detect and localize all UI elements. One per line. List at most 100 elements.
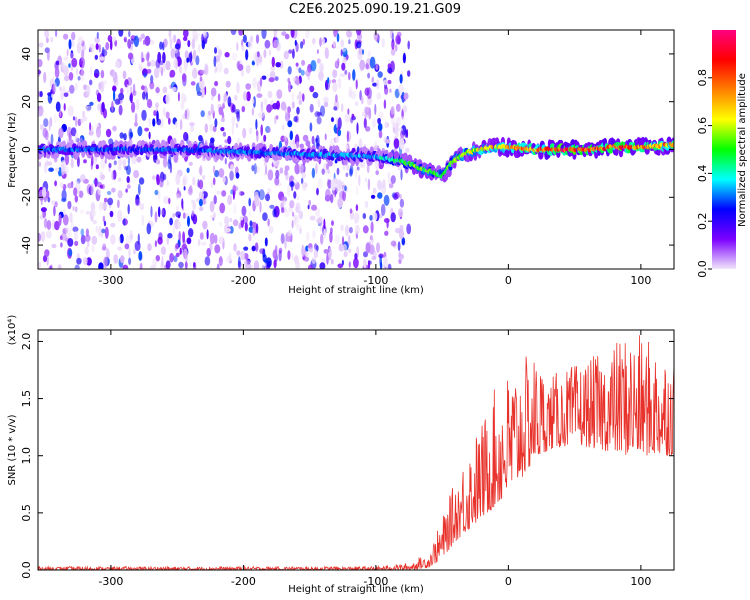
noise-cell bbox=[152, 118, 156, 127]
noise-cell bbox=[258, 189, 265, 201]
noise-cell bbox=[133, 249, 136, 255]
noise-cell bbox=[138, 251, 143, 261]
noise-cell bbox=[236, 42, 239, 51]
noise-cell bbox=[184, 50, 189, 60]
noise-cell bbox=[118, 158, 123, 166]
noise-cell bbox=[391, 39, 395, 50]
noise-cell bbox=[218, 106, 224, 116]
noise-cell bbox=[45, 37, 49, 44]
noise-cell bbox=[248, 210, 251, 217]
noise-cell bbox=[203, 31, 208, 39]
noise-cell bbox=[267, 90, 273, 99]
noise-cell bbox=[97, 187, 102, 196]
noise-cell bbox=[192, 176, 196, 186]
noise-cell bbox=[155, 102, 159, 109]
noise-cell bbox=[198, 179, 204, 190]
noise-cell bbox=[334, 234, 340, 245]
noise-cell bbox=[102, 80, 108, 85]
noise-cell bbox=[268, 49, 271, 56]
noise-cell bbox=[340, 224, 344, 232]
noise-cell bbox=[41, 211, 44, 218]
noise-cell bbox=[122, 264, 129, 269]
noise-cell bbox=[90, 65, 92, 76]
noise-cell bbox=[61, 163, 65, 176]
noise-cell bbox=[259, 201, 262, 213]
noise-cell bbox=[246, 91, 251, 102]
noise-cell bbox=[330, 227, 333, 235]
noise-cell bbox=[124, 243, 130, 250]
noise-cell bbox=[140, 33, 145, 39]
x-tick-label: 100 bbox=[630, 575, 651, 588]
noise-cell bbox=[287, 184, 291, 197]
noise-cell bbox=[348, 248, 352, 253]
noise-cell bbox=[316, 187, 319, 196]
noise-cell bbox=[312, 91, 319, 99]
colorbar-tick-label: 0.4 bbox=[696, 165, 709, 183]
noise-cell bbox=[242, 91, 248, 101]
noise-cell bbox=[293, 214, 297, 224]
noise-cell bbox=[155, 159, 161, 165]
noise-cell bbox=[287, 120, 293, 128]
noise-cell bbox=[381, 37, 385, 48]
noise-cell bbox=[391, 32, 394, 43]
noise-cell bbox=[192, 201, 196, 210]
noise-cell bbox=[143, 72, 147, 78]
noise-cell bbox=[41, 186, 47, 198]
noise-cell bbox=[259, 77, 263, 87]
noise-cell bbox=[80, 234, 86, 245]
noise-cell bbox=[378, 111, 384, 119]
noise-cell bbox=[55, 30, 58, 37]
noise-cell bbox=[251, 107, 255, 116]
noise-cell bbox=[227, 96, 232, 107]
noise-cell bbox=[269, 204, 275, 209]
noise-cell bbox=[192, 67, 198, 79]
noise-cell bbox=[60, 242, 63, 248]
noise-cell bbox=[342, 243, 348, 252]
signal-cell bbox=[670, 142, 674, 148]
noise-cell bbox=[74, 206, 78, 213]
noise-cell bbox=[264, 39, 271, 49]
noise-cell bbox=[64, 75, 70, 82]
noise-cell bbox=[293, 255, 299, 265]
noise-cell bbox=[383, 218, 390, 223]
noise-cell bbox=[371, 77, 374, 83]
noise-cell bbox=[94, 73, 99, 78]
noise-cell bbox=[86, 184, 93, 195]
noise-cell bbox=[253, 260, 260, 269]
noise-cell bbox=[369, 235, 373, 241]
noise-cell bbox=[342, 189, 346, 202]
noise-cell bbox=[103, 220, 107, 227]
noise-cell bbox=[304, 251, 310, 257]
noise-cell bbox=[289, 181, 295, 188]
noise-cell bbox=[266, 104, 272, 113]
noise-cell bbox=[245, 49, 249, 61]
noise-cell bbox=[94, 54, 99, 60]
noise-cell bbox=[218, 168, 225, 178]
noise-cell bbox=[387, 263, 392, 269]
noise-cell bbox=[256, 130, 259, 143]
noise-cell bbox=[236, 110, 240, 119]
noise-cell bbox=[54, 220, 60, 231]
noise-cell bbox=[118, 235, 121, 244]
noise-cell bbox=[160, 246, 167, 255]
noise-cell bbox=[136, 156, 142, 163]
noise-cell bbox=[165, 93, 170, 105]
noise-cell bbox=[74, 264, 80, 269]
noise-cell bbox=[155, 84, 161, 97]
noise-cell bbox=[333, 106, 338, 111]
noise-cell bbox=[377, 180, 383, 191]
noise-cell bbox=[301, 172, 307, 179]
noise-cell bbox=[230, 164, 235, 172]
noise-cell bbox=[348, 261, 351, 268]
y-tick-label: -40 bbox=[20, 236, 33, 254]
noise-cell bbox=[141, 57, 145, 63]
noise-cell bbox=[189, 262, 192, 267]
noise-cell bbox=[119, 233, 124, 244]
noise-cell bbox=[401, 237, 406, 246]
noise-cell bbox=[227, 194, 233, 206]
noise-cell bbox=[317, 216, 323, 226]
noise-cell bbox=[309, 215, 316, 221]
noise-cell bbox=[224, 157, 227, 165]
noise-cell bbox=[89, 43, 95, 53]
noise-cell bbox=[275, 61, 282, 68]
